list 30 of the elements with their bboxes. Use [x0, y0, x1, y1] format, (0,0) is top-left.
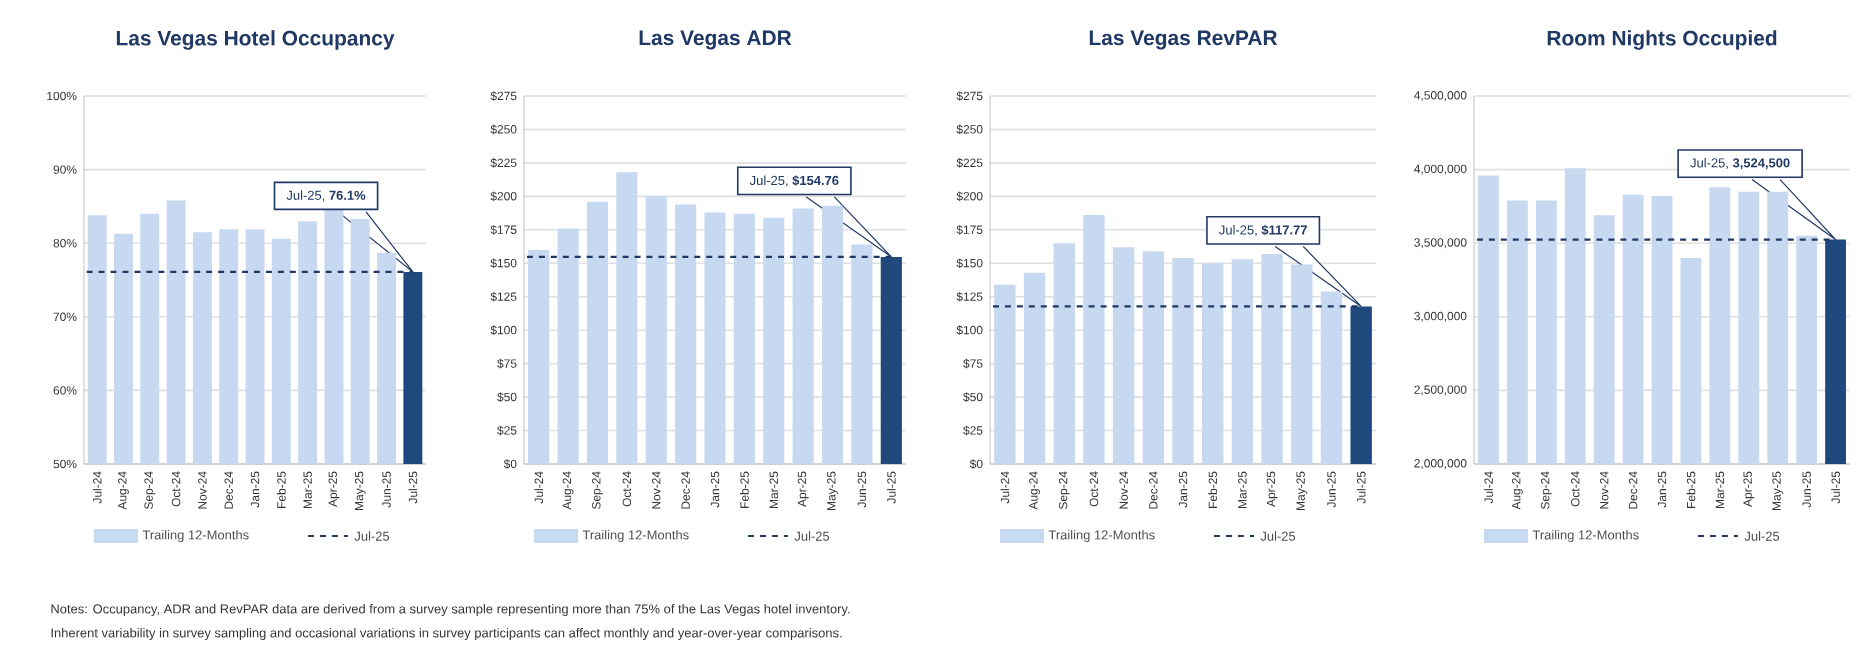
bar: [1231, 259, 1254, 464]
bar: [1083, 215, 1105, 464]
bar: [1053, 243, 1075, 464]
bar: [1261, 253, 1283, 464]
bar: [704, 212, 726, 464]
bar: [1172, 257, 1194, 464]
bar: [1142, 251, 1165, 464]
bar: [851, 244, 873, 464]
bar: [880, 256, 902, 464]
chart-title: Las Vegas Hotel Occupancy: [116, 30, 395, 50]
bar: [1350, 306, 1372, 464]
bar: [528, 249, 550, 464]
bar: [1202, 263, 1224, 464]
bar: [763, 217, 785, 464]
bar: [616, 172, 638, 464]
chart-title: Las Vegas ADR: [639, 30, 792, 50]
bar: [1112, 247, 1135, 464]
bar: [645, 196, 667, 464]
bar: [1023, 272, 1046, 464]
bar: [733, 213, 755, 464]
bar: [557, 228, 579, 464]
bar: [821, 205, 844, 464]
bar: [1320, 291, 1343, 464]
bar: [1291, 264, 1313, 464]
bar: [994, 284, 1016, 464]
chart-title: Las Vegas RevPAR: [1089, 30, 1278, 50]
bar: [586, 201, 609, 464]
chart-title: Room Nights Occupied: [1547, 30, 1777, 50]
bar: [675, 204, 697, 464]
bar: [792, 208, 814, 464]
